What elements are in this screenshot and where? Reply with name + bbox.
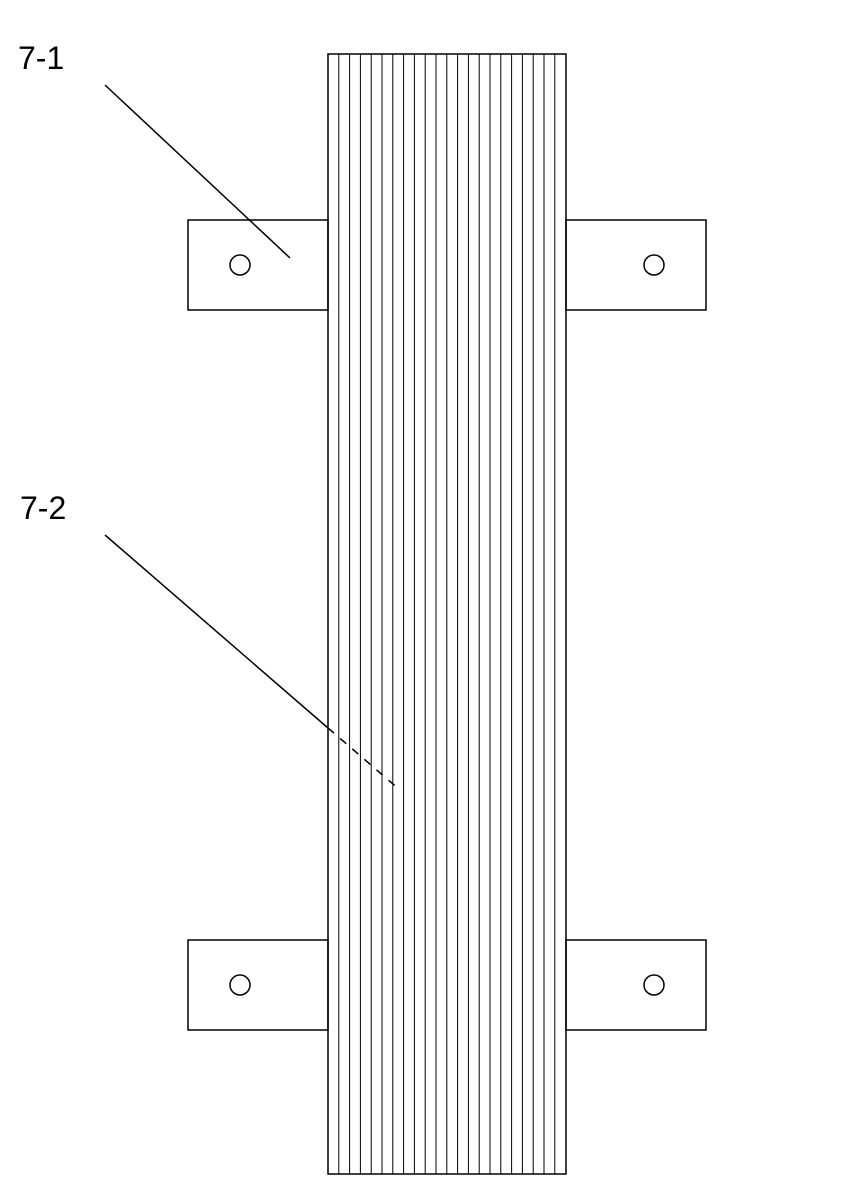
- vertical-hatching: [339, 54, 555, 1174]
- leader-line-7-2-solid: [105, 535, 328, 728]
- leader-line-7-1: [105, 85, 290, 258]
- technical-diagram: [0, 0, 868, 1202]
- mounting-tab-bottom-left: [188, 940, 328, 1030]
- mounting-tab-top-right: [566, 220, 706, 310]
- mounting-tab-bottom-right: [566, 940, 706, 1030]
- mounting-tab-top-left: [188, 220, 328, 310]
